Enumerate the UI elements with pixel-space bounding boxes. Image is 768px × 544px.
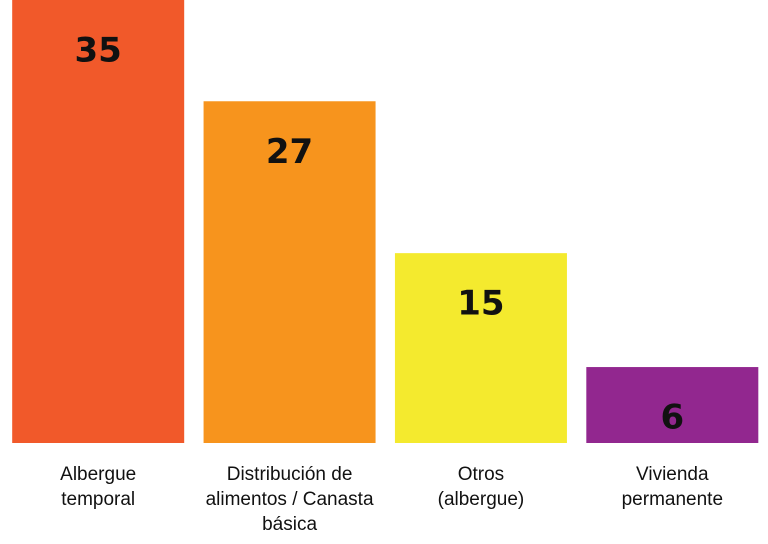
category-label: Otros (albergue)	[437, 464, 525, 510]
category-label: Albergue temporal	[60, 464, 137, 510]
bar	[586, 367, 759, 443]
bar	[394, 253, 567, 443]
value-label: 35	[75, 31, 122, 71]
category-label: Vivienda permanente	[621, 464, 724, 510]
bar	[12, 0, 185, 443]
bar	[203, 101, 376, 443]
value-label: 6	[660, 398, 684, 438]
category-label: Distribución de alimentos / Canasta bási…	[205, 464, 374, 535]
value-label: 27	[266, 132, 313, 172]
value-label: 15	[457, 284, 504, 324]
